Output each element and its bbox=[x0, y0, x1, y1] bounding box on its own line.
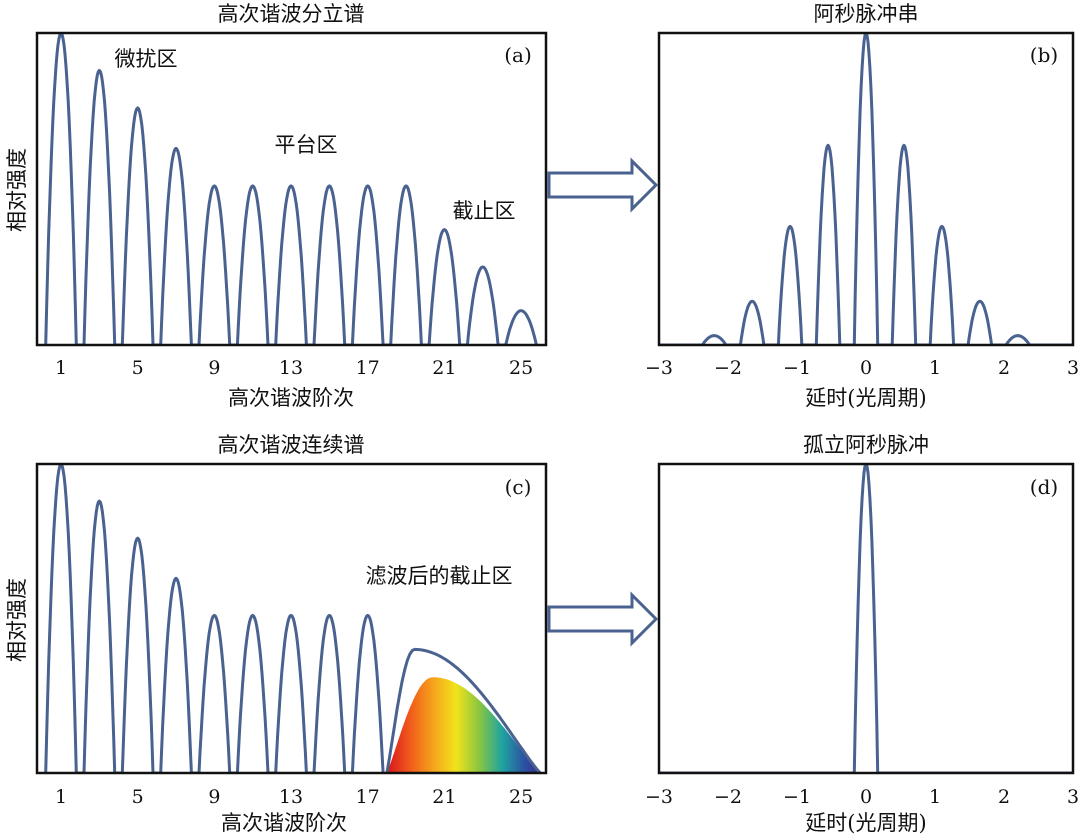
panel-d-label: (d) bbox=[1030, 475, 1058, 499]
panel-d: 孤立阿秒脉冲 (d) −3 −2 −1 0 1 2 3 延时(光周期) bbox=[645, 433, 1079, 835]
panel-c-xtick: 9 bbox=[208, 786, 220, 808]
panel-a-frame bbox=[35, 31, 548, 347]
panel-b-pulse-train-curve bbox=[659, 33, 1073, 345]
panel-a-xtick: 17 bbox=[356, 357, 380, 379]
panel-a-xticks: 1 5 9 13 17 21 25 bbox=[55, 357, 533, 379]
panel-c-xtick: 17 bbox=[356, 786, 380, 808]
panel-a-xtick: 13 bbox=[279, 357, 303, 379]
arrow-c-to-d bbox=[547, 591, 659, 647]
panel-c-xlabel: 高次谐波阶次 bbox=[221, 811, 347, 835]
annotation-cutoff-region: 截止区 bbox=[453, 199, 516, 223]
panel-a-harmonic-curve bbox=[44, 33, 538, 345]
panel-c-label: (c) bbox=[505, 475, 532, 499]
panel-d-frame bbox=[657, 462, 1075, 775]
panel-c-xticks: 1 5 9 13 17 21 25 bbox=[55, 786, 533, 808]
panel-b-xtick: −1 bbox=[783, 357, 811, 379]
panel-b: 阿秒脉冲串 (b) −3 −2 −1 0 1 2 3 延时(光周期) bbox=[645, 2, 1079, 410]
panel-a: 高次谐波分立谱 相对强度 (a) 微扰区 平台区 截止区 1 5 9 13 17 21 25… bbox=[5, 2, 548, 410]
arrow-a-to-b bbox=[547, 157, 659, 213]
panel-a-xtick: 9 bbox=[208, 357, 220, 379]
panel-b-label: (b) bbox=[1030, 43, 1058, 67]
panel-d-xtick: −1 bbox=[783, 786, 811, 808]
panel-d-xlabel: 延时(光周期) bbox=[805, 811, 926, 835]
panel-b-xtick: 0 bbox=[860, 357, 872, 379]
panel-b-xlabel: 延时(光周期) bbox=[805, 386, 926, 410]
annotation-perturbative-region: 微扰区 bbox=[115, 47, 178, 71]
panel-c-xtick: 21 bbox=[432, 786, 456, 808]
panel-b-xtick: −3 bbox=[645, 357, 673, 379]
panel-c-xtick: 13 bbox=[279, 786, 303, 808]
panel-c-title: 高次谐波连续谱 bbox=[218, 433, 365, 457]
panel-a-xtick: 21 bbox=[432, 357, 456, 379]
annotation-plateau-region: 平台区 bbox=[275, 133, 338, 157]
panel-d-xtick: −3 bbox=[645, 786, 673, 808]
panel-b-xtick: −2 bbox=[714, 357, 742, 379]
panel-c-xtick: 1 bbox=[55, 786, 67, 808]
panel-d-xticks: −3 −2 −1 0 1 2 3 bbox=[645, 786, 1079, 808]
panel-b-xtick: 2 bbox=[998, 357, 1010, 379]
annotation-filtered-cutoff: 滤波后的截止区 bbox=[366, 564, 513, 588]
panel-d-xtick: 1 bbox=[929, 786, 941, 808]
panel-d-xtick: −2 bbox=[714, 786, 742, 808]
panel-b-frame bbox=[657, 31, 1075, 347]
panel-d-xtick: 0 bbox=[860, 786, 872, 808]
panel-a-xlabel: 高次谐波阶次 bbox=[228, 386, 354, 410]
panel-c: 高次谐波连续谱 相对强度 (c) 滤波后的截止区 1 5 9 13 17 21 25 高次谐… bbox=[5, 433, 548, 835]
panel-c-continuum-envelope bbox=[385, 647, 542, 773]
panel-c-harmonic-curve bbox=[44, 464, 385, 773]
panel-c-xtick: 25 bbox=[509, 786, 533, 808]
panel-a-xtick: 25 bbox=[509, 357, 533, 379]
panel-a-xtick: 5 bbox=[132, 357, 144, 379]
panel-a-ylabel: 相对强度 bbox=[5, 148, 29, 232]
panel-a-title: 高次谐波分立谱 bbox=[218, 2, 365, 26]
panel-b-xtick: 1 bbox=[929, 357, 941, 379]
panel-c-frame bbox=[35, 462, 548, 775]
panel-d-xtick: 2 bbox=[998, 786, 1010, 808]
panel-b-title: 阿秒脉冲串 bbox=[814, 2, 919, 26]
panel-c-ylabel: 相对强度 bbox=[5, 578, 29, 662]
panel-d-isolated-pulse-curve bbox=[659, 464, 1073, 773]
panel-a-xtick: 1 bbox=[55, 357, 67, 379]
panel-b-xticks: −3 −2 −1 0 1 2 3 bbox=[645, 357, 1079, 379]
panel-b-xtick: 3 bbox=[1067, 357, 1079, 379]
panel-c-filtered-continuum bbox=[386, 677, 541, 773]
panel-a-label: (a) bbox=[504, 43, 532, 67]
panel-d-xtick: 3 bbox=[1067, 786, 1079, 808]
panel-c-xtick: 5 bbox=[132, 786, 144, 808]
panel-d-title: 孤立阿秒脉冲 bbox=[803, 433, 929, 457]
